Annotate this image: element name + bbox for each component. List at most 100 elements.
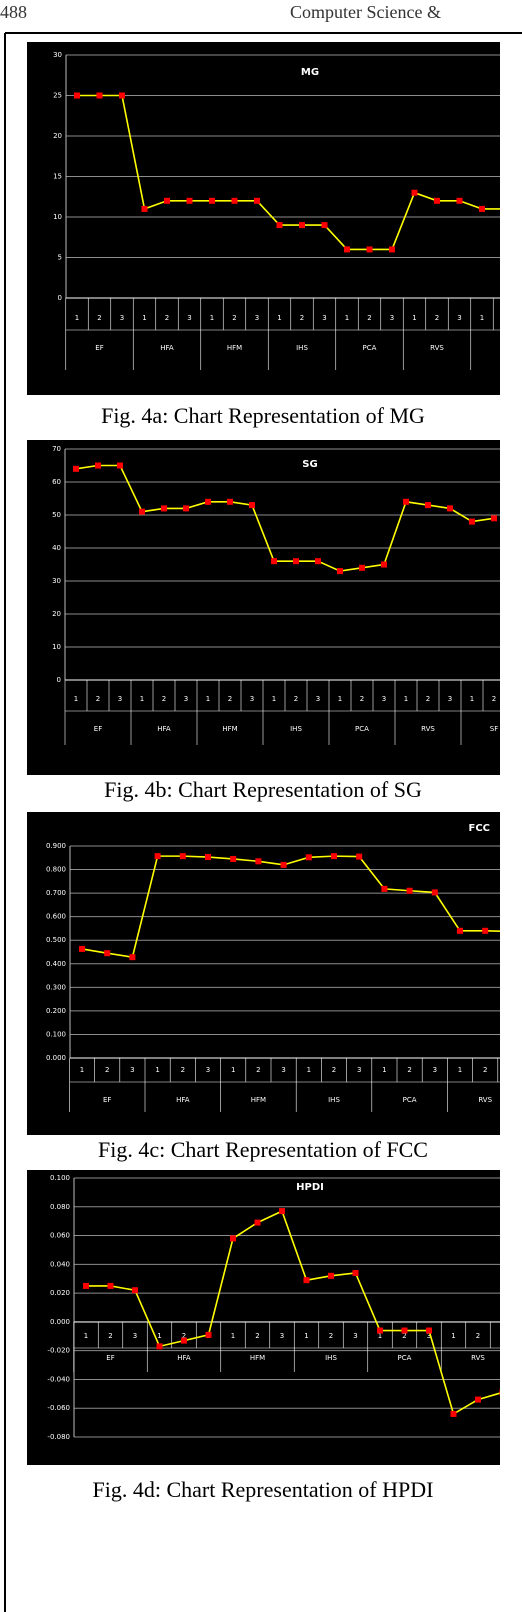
data-point <box>381 561 387 568</box>
group-label: PCA <box>403 1096 417 1104</box>
group-label: IHS <box>290 725 302 733</box>
group-label: EF <box>103 1096 111 1104</box>
y-tick-label: 10 <box>52 643 61 651</box>
x-tick-label: 1 <box>277 314 281 322</box>
x-tick-label: 2 <box>256 1066 260 1074</box>
data-point <box>352 1269 359 1276</box>
data-point <box>507 929 513 935</box>
group-label: HFA <box>160 344 174 352</box>
y-tick-label: -0.040 <box>47 1375 70 1383</box>
x-tick-label: 1 <box>84 1332 88 1340</box>
x-tick-label: 3 <box>120 314 124 322</box>
x-tick-label: 3 <box>255 314 259 322</box>
x-tick-label: 1 <box>206 695 210 703</box>
y-tick-label: 30 <box>53 51 62 59</box>
y-tick-label: 0.600 <box>46 913 66 921</box>
data-point <box>254 1219 261 1226</box>
x-tick-label: 2 <box>255 1332 259 1340</box>
x-tick-label: 2 <box>402 1332 406 1340</box>
x-tick-label: 1 <box>338 695 342 703</box>
y-tick-label: 0 <box>58 294 62 302</box>
data-line <box>81 855 500 959</box>
chart: MG 0 5 10 15 20 25 30 1 2 3 1 2 3 1 2 3 1 2 3 1 2 3 1 2 3 1 EF HFA HF… <box>53 51 508 370</box>
chart-title: FCC <box>468 823 490 834</box>
x-tick-label: 1 <box>307 1066 311 1074</box>
data-point <box>359 564 365 571</box>
data-point <box>249 502 255 509</box>
x-tick-label: 1 <box>210 314 214 322</box>
x-tick-label: 1 <box>451 1332 455 1340</box>
group-label: IHS <box>325 1354 337 1362</box>
y-tick-label: 0.000 <box>50 1318 70 1326</box>
data-point <box>403 498 409 505</box>
group-label: HFA <box>176 1096 190 1104</box>
group-label: RVS <box>430 344 444 352</box>
y-tick-label: 0.100 <box>46 1030 66 1038</box>
data-point <box>276 222 283 229</box>
x-tick-label: 1 <box>480 314 484 322</box>
data-point <box>447 505 453 512</box>
data-line <box>75 464 495 572</box>
group-label: HFM <box>227 344 242 352</box>
data-point <box>73 465 79 472</box>
x-tick-label: 3 <box>118 695 122 703</box>
x-tick-label: 3 <box>357 1066 361 1074</box>
x-tick-label: 2 <box>294 695 298 703</box>
data-point <box>479 205 485 212</box>
x-tick-label: 1 <box>74 695 78 703</box>
data-point <box>401 1327 408 1334</box>
group-label: HFM <box>251 1096 266 1104</box>
group-label: HFM <box>250 1354 265 1362</box>
group-label: IHS <box>328 1096 340 1104</box>
x-tick-label: 1 <box>157 1332 161 1340</box>
data-point <box>450 1410 457 1417</box>
data-point <box>321 222 328 229</box>
data-point <box>161 505 167 512</box>
y-tick-label: 0.000 <box>46 1054 66 1062</box>
data-point <box>356 853 363 860</box>
y-tick-label: 5 <box>58 254 62 262</box>
x-tick-label: 2 <box>476 1332 480 1340</box>
group-label: RVS <box>471 1354 485 1362</box>
x-tick-label: 1 <box>470 695 474 703</box>
x-tick-label: 1 <box>382 1066 386 1074</box>
data-point <box>255 858 262 865</box>
data-point <box>83 1282 89 1289</box>
x-tick-label: 3 <box>280 1332 284 1340</box>
data-point <box>328 1272 334 1279</box>
data-point <box>425 502 431 509</box>
y-tick-label: 0.400 <box>46 960 66 968</box>
data-point <box>502 206 508 212</box>
y-tick-label: 0 <box>57 676 61 684</box>
x-tick-label: 2 <box>426 695 430 703</box>
y-tick-label: 0.700 <box>46 889 66 897</box>
y-tick-label: 0.300 <box>46 983 66 991</box>
x-tick-label: 1 <box>80 1066 84 1074</box>
data-point <box>104 950 111 957</box>
data-point <box>205 854 211 861</box>
x-tick-label: 1 <box>231 1066 235 1074</box>
x-tick-label: 3 <box>433 1066 437 1074</box>
x-tick-label: 3 <box>382 695 386 703</box>
x-tick-label: 1 <box>378 1332 382 1340</box>
data-point <box>227 498 233 505</box>
x-tick-label: 2 <box>407 1066 411 1074</box>
data-point <box>366 246 373 253</box>
y-tick-label: 50 <box>52 511 61 519</box>
chart-panel <box>27 812 500 1135</box>
chart: FCC 0.000 0.100 0.200 0.300 0.400 0.500 0.600 0.… <box>46 823 513 1112</box>
x-tick-label: 2 <box>108 1332 112 1340</box>
group-label: RVS <box>478 1096 492 1104</box>
x-tick-label: 3 <box>206 1066 210 1074</box>
figure-caption: Fig. 4a: Chart Representation of MG <box>101 403 425 428</box>
data-point <box>79 945 85 952</box>
x-tick-label: 3 <box>250 695 254 703</box>
x-tick-label: 2 <box>96 695 100 703</box>
y-tick-label: 30 <box>52 577 61 585</box>
data-point <box>117 462 123 469</box>
group-label: EF <box>95 344 103 352</box>
x-tick-label: 2 <box>97 314 101 322</box>
chart: HPDI -0.080 -0.060 -0.040 -0.020 0.000 0.020 0.… <box>47 1174 500 1441</box>
data-point <box>456 197 463 204</box>
x-tick-label: 2 <box>165 314 169 322</box>
